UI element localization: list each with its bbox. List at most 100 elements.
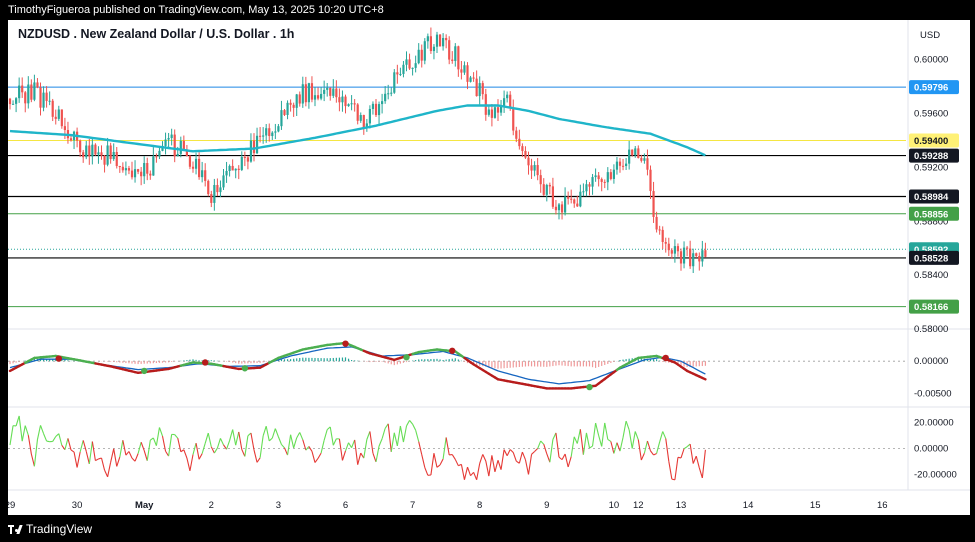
candle-body [219,187,222,193]
candle-body [518,138,521,147]
candle-body [252,140,256,154]
candle-body [27,84,30,104]
candle-body [335,88,338,98]
momentum-line-segment [466,466,472,476]
momentum-line-segment [250,432,255,451]
momentum-line-segment [418,441,423,455]
momentum-line-segment [390,432,395,452]
candle-body [411,67,414,69]
candle-body [667,243,670,251]
candle-body [570,198,573,200]
x-tick-label: 8 [477,500,482,511]
price-badge [909,80,959,95]
candle-body [646,158,649,170]
candle-body [557,204,561,211]
momentum-line-segment [518,451,523,464]
momentum-line-segment [131,457,136,462]
momentum-line-segment [229,429,234,441]
candle-body [527,157,530,166]
candle-body [606,172,609,183]
momentum-line-segment [155,427,160,446]
momentum-line-segment [662,431,667,439]
candle-body [387,93,390,95]
momentum-line-segment [622,420,627,438]
candle-body [521,146,524,151]
momentum-line-segment [326,426,331,431]
momentum-line-segment [451,454,456,460]
price-badge-label: 0.58166 [914,302,948,313]
osc-tick-label: -0.00500 [914,389,952,400]
momentum-line-segment [110,448,115,463]
candle-body [130,170,134,178]
candle-body [143,163,146,177]
momentum-line-segment [607,438,612,442]
momentum-line-segment [524,459,530,475]
momentum-line-segment [683,446,688,450]
osc-cross-dot [403,354,410,361]
chart-panel[interactable]: 0.60000 0.59600 0.59200 0.58800 0.58400 0.580… [5,20,970,515]
momentum-line-segment [482,454,487,462]
candle-body [496,107,500,113]
candle-body [63,126,66,131]
momentum-line-segment [592,422,597,447]
momentum-line-segment [491,455,496,472]
momentum-line-segment [384,423,389,429]
momentum-line-segment [338,438,343,461]
momentum-line-segment [561,453,566,460]
candle-body [399,73,402,75]
momentum-line-segment [271,428,276,439]
momentum-line-segment [18,415,23,442]
momentum-line-segment [421,454,426,468]
momentum-line-segment [613,442,618,454]
momentum-line-segment [30,453,35,467]
candle-body [573,199,576,204]
candle-body [341,96,344,103]
moving-average [9,104,706,157]
momentum-line-segment [268,437,273,442]
candle-body [686,247,689,249]
momentum-line-segment [36,425,42,440]
candles [8,27,707,274]
candle-body [429,36,432,52]
candle-body [405,59,408,65]
candle-body [133,169,137,178]
price-badge-label: 0.58528 [914,253,948,264]
momentum-line-segment [454,459,459,466]
candle-body [466,65,469,82]
momentum-line-segment [113,448,118,467]
chart-canvas[interactable]: 0.60000 0.59600 0.59200 0.58800 0.58400 0.580… [5,20,970,515]
momentum-line-segment [76,451,81,468]
candle-body [210,194,213,203]
candle-body [506,94,509,99]
candle-body [658,229,661,231]
candle-body [262,135,265,137]
candle-body [326,87,329,90]
momentum-line-segment [204,432,209,444]
oscillator-pane [8,340,906,391]
price-badge [909,189,959,204]
candle-body [316,95,320,99]
candle-body [24,92,27,104]
candle-body [201,170,204,178]
momentum-line-segment [537,440,542,449]
osc-fast-line-segment [701,376,707,381]
momentum-line-segment [564,453,569,468]
candle-body [655,216,658,230]
momentum-line-segment [409,420,414,425]
candle-body [167,138,170,140]
momentum-line-segment [625,420,630,431]
momentum-line-segment [646,440,652,452]
momentum-line-segment [500,449,505,470]
candle-body [420,49,423,61]
y-tick-label: 0.58000 [914,324,948,335]
candle-body [344,96,347,107]
candle-body [640,157,643,161]
candle-body [91,144,94,157]
osc-tick-label: 0.00000 [914,356,948,367]
candle-body [481,83,484,95]
candle-body [82,152,85,158]
momentum-line-segment [488,455,493,477]
candle-body [149,173,152,176]
candle-body [88,145,91,157]
candle-body [173,134,176,157]
